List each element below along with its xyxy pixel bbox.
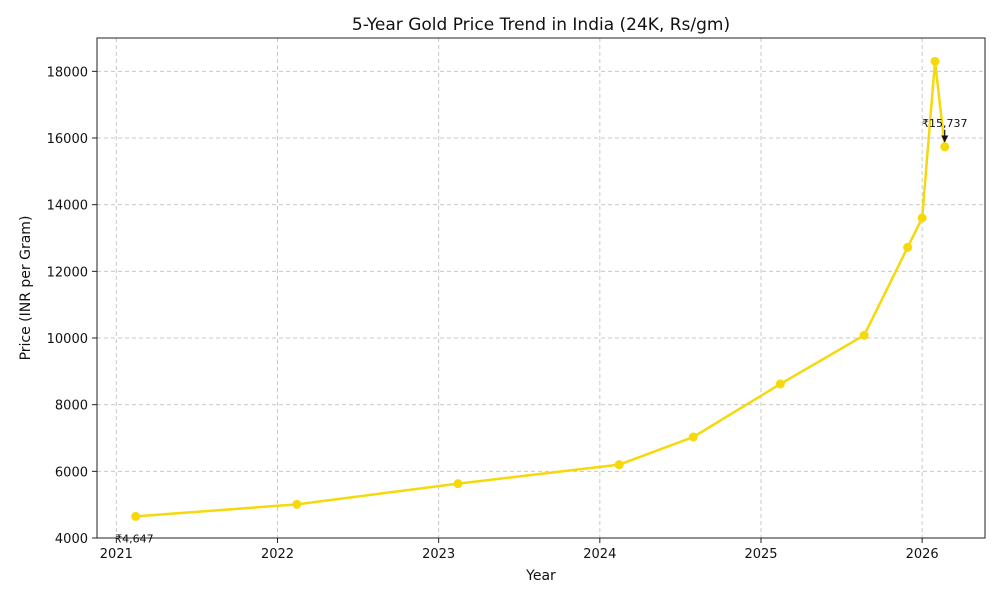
x-axis-label: Year [525,568,556,584]
price-annotation: ₹15,737 [922,117,968,130]
plot-frame [96,37,986,539]
data-point [292,499,302,509]
ticks-layer: 2021 2022 2023 2024 2025 2026 4000 6000 8000 1000… [47,65,939,562]
data-point [930,56,940,66]
y-tick-label: 10000 [47,332,88,347]
y-tick-label: 8000 [55,399,88,414]
chart-title: 5-Year Gold Price Trend in India (24K, R… [352,15,730,35]
x-tick-label: 2022 [261,547,294,562]
data-point [940,142,950,152]
data-point [453,479,463,489]
x-tick-label: 2023 [422,547,455,562]
y-tick-label: 12000 [47,265,88,280]
grid-layer [97,38,985,539]
data-point [131,511,141,521]
data-point [917,213,927,223]
y-axis-label: Price (INR per Gram) [18,216,34,361]
data-point [775,379,785,389]
data-point [903,242,913,252]
y-tick-label: 18000 [47,65,88,80]
data-point [688,432,698,442]
y-tick-label: 4000 [55,532,88,547]
series-layer [131,56,950,521]
price-annotation: ₹4,647 [115,532,154,545]
y-tick-label: 14000 [47,199,88,214]
annotation-layer: ₹4,647 ₹15,737 [115,117,967,546]
x-tick-label: 2021 [100,547,133,562]
y-tick-label: 16000 [47,132,88,147]
data-point [614,460,624,470]
y-tick-label: 6000 [55,465,88,480]
x-tick-label: 2026 [906,547,939,562]
x-tick-label: 2024 [583,547,616,562]
series-line [135,60,946,518]
data-point [859,330,869,340]
x-tick-label: 2025 [744,547,777,562]
